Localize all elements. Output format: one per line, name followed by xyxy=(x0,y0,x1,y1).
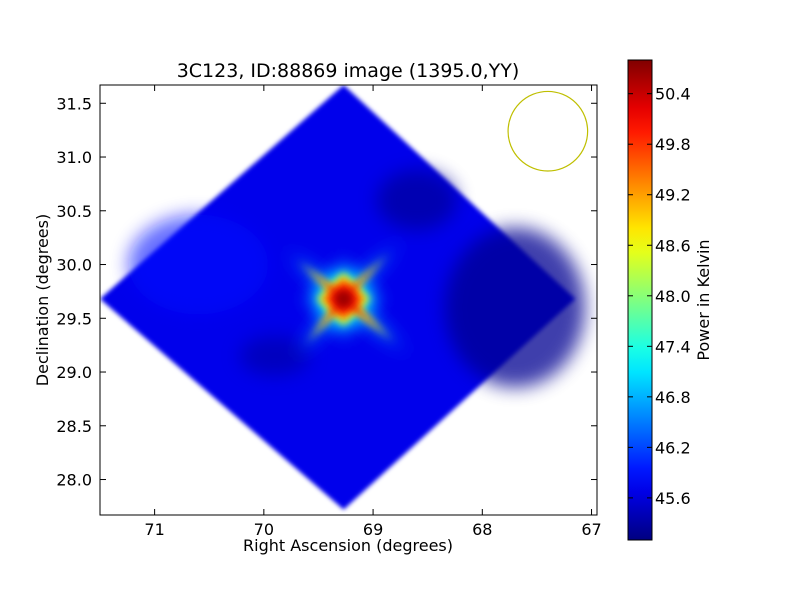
dark-region xyxy=(445,227,586,388)
x-axis-label: Right Ascension (degrees) xyxy=(243,536,453,555)
colorbar-tick-label: 49.2 xyxy=(655,186,691,205)
chart-title: 3C123, ID:88869 image (1395.0,YY) xyxy=(177,60,520,82)
plot-area xyxy=(100,85,586,510)
x-tick-label: 70 xyxy=(254,520,274,539)
y-tick-label: 30.5 xyxy=(56,202,92,221)
y-tick-label: 30.0 xyxy=(56,256,92,275)
y-tick-label: 31.0 xyxy=(56,148,92,167)
colorbar-tick-label: 48.0 xyxy=(655,287,691,306)
x-tick-label: 69 xyxy=(363,520,383,539)
bright-region xyxy=(128,214,269,315)
colorbar-tick-label: 45.6 xyxy=(655,489,691,508)
axes-frame xyxy=(99,84,598,516)
source-core xyxy=(337,292,351,306)
colorbar-tick-label: 46.8 xyxy=(655,388,691,407)
x-tick-label: 67 xyxy=(581,520,601,539)
colorbar-ticks: 45.6 46.2 46.8 47.4 48.0 48.6 49.2 49.8 50.4 xyxy=(628,85,691,508)
colorbar-label: Power in Kelvin xyxy=(694,239,713,360)
y-tick-label: 28.5 xyxy=(56,417,92,436)
y-tick-label: 28.0 xyxy=(56,471,92,490)
colorbar: 45.6 46.2 46.8 47.4 48.0 48.6 49.2 49.8 50.4 Pow… xyxy=(627,59,713,541)
colorbar-tick-label: 50.4 xyxy=(655,85,691,104)
dark-region xyxy=(239,335,310,376)
x-tick-label: 71 xyxy=(144,520,164,539)
colorbar-tick-label: 48.6 xyxy=(655,236,691,255)
y-axis-label: Declination (degrees) xyxy=(33,214,52,386)
beam-circle xyxy=(507,90,589,172)
x-axis-ticks: 71 70 69 68 67 xyxy=(144,85,602,539)
colorbar-tick-label: 49.8 xyxy=(655,135,691,154)
y-tick-label: 31.5 xyxy=(56,94,92,113)
y-axis-ticks: 28.0 28.5 29.0 29.5 30.0 30.5 31.0 31.5 xyxy=(56,94,597,490)
colorbar-bar xyxy=(627,59,653,541)
colorbar-tick-label: 47.4 xyxy=(655,337,691,356)
x-tick-label: 68 xyxy=(472,520,492,539)
dark-region xyxy=(376,170,457,231)
heatmap-image xyxy=(100,85,586,510)
y-tick-label: 29.0 xyxy=(56,363,92,382)
y-tick-label: 29.5 xyxy=(56,309,92,328)
colorbar-tick-label: 46.2 xyxy=(655,438,691,457)
